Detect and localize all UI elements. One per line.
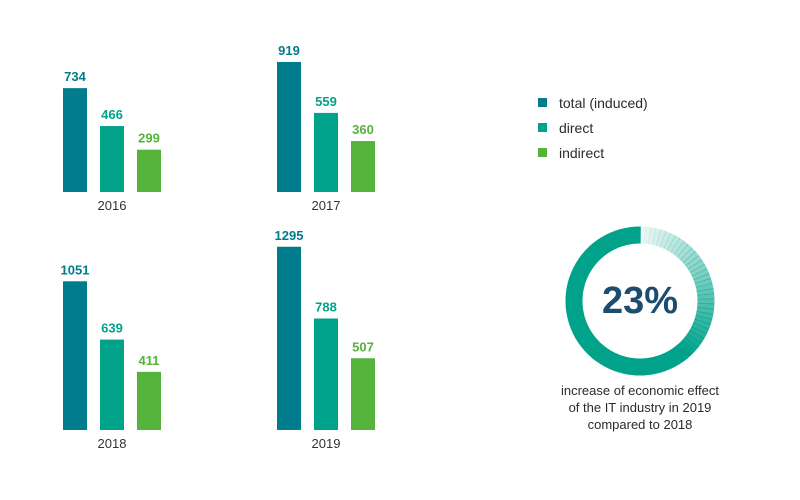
ring-segment: [651, 228, 662, 246]
value-label-2017-indirect: 360: [352, 122, 374, 137]
legend-swatch-total: [538, 98, 547, 107]
caption-line-3: compared to 2018: [587, 417, 693, 432]
legend-item-direct: direct: [538, 115, 648, 140]
year-label-2018: 2018: [98, 436, 127, 451]
ring-segment: [659, 230, 672, 249]
value-label-2016-total: 734: [64, 69, 86, 84]
legend-item-total: total (induced): [538, 90, 648, 115]
panel-2017: 919 559 360 2017: [277, 43, 375, 213]
percent-ring: 23%: [563, 224, 717, 378]
value-label-2017-direct: 559: [315, 94, 337, 109]
panel-2016: 734 466 299 2016: [63, 69, 161, 213]
ring-segment: [676, 243, 693, 261]
bar-2017-indirect: [351, 141, 375, 192]
ring-segment: [685, 255, 703, 270]
caption-line-2: of the IT industry in 2019: [568, 400, 712, 415]
legend-swatch-direct: [538, 123, 547, 132]
value-label-2017-total: 919: [278, 43, 300, 58]
ring-segment: [673, 240, 689, 258]
ring-segment: [647, 227, 657, 245]
ring-segment: [687, 259, 705, 273]
legend-label-indirect: indirect: [559, 144, 605, 161]
bar-2018-indirect: [137, 371, 161, 430]
ring-graphic: [565, 226, 715, 376]
ring-segment: [679, 247, 696, 264]
value-label-2019-direct: 788: [315, 299, 337, 314]
percent-value: 23%: [601, 279, 679, 322]
panel-2019: 1295 788 507 2019: [275, 228, 375, 451]
value-label-2018-total: 1051: [61, 262, 90, 277]
value-label-2018-direct: 639: [101, 321, 123, 336]
year-label-2016: 2016: [98, 198, 127, 213]
legend-label-direct: direct: [559, 119, 594, 136]
ring-segment: [670, 237, 685, 255]
ring-segment: [682, 251, 700, 267]
bar-2017-direct: [314, 112, 338, 192]
caption-line-1: increase of economic effect: [560, 383, 719, 398]
value-label-2019-indirect: 507: [352, 339, 374, 354]
value-label-2019-total: 1295: [275, 228, 304, 243]
bar-2016-indirect: [137, 149, 161, 192]
bar-2018-direct: [100, 339, 124, 430]
value-label-2018-indirect: 411: [139, 353, 160, 368]
bar-2017-total: [277, 61, 301, 192]
year-label-2019: 2019: [312, 436, 341, 451]
bar-2019-indirect: [351, 358, 375, 430]
ring-segment: [666, 235, 681, 253]
ring-caption: increase of economic effect of the IT in…: [540, 382, 740, 433]
legend-label-total: total (induced): [559, 94, 648, 111]
ring-segment: [643, 226, 652, 245]
ring-segment: [663, 232, 676, 251]
year-label-2017: 2017: [312, 198, 341, 213]
bar-2018-total: [63, 281, 87, 430]
legend-item-indirect: indirect: [538, 140, 648, 165]
panel-2018: 1051 639 411 2018: [61, 262, 161, 451]
value-label-2016-direct: 466: [101, 107, 123, 122]
legend: total (induced) direct indirect: [538, 90, 648, 165]
bar-2019-total: [277, 246, 301, 430]
bar-2016-total: [63, 88, 87, 192]
ring-segment: [655, 229, 667, 248]
bar-2016-direct: [100, 126, 124, 192]
value-label-2016-indirect: 299: [138, 131, 160, 146]
legend-swatch-indirect: [538, 148, 547, 157]
bar-2019-direct: [314, 318, 338, 430]
